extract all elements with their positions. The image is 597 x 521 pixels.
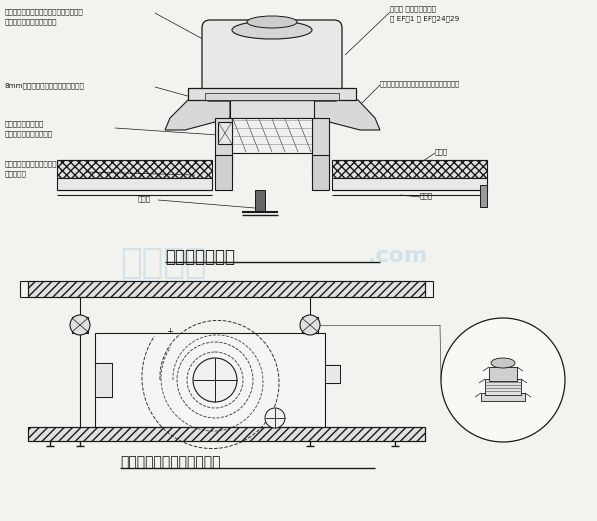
Bar (332, 160, 487, 178)
Bar (255, 190, 265, 212)
Text: 8mm氯丁橡胶垫片与风管与风机之间: 8mm氯丁橡胶垫片与风管与风机之间 (5, 82, 85, 89)
Text: 鑫淼制冷: 鑫淼制冷 (120, 246, 207, 280)
Circle shape (70, 315, 90, 335)
Bar (95, 333, 325, 427)
Circle shape (193, 358, 237, 402)
Text: 从 EF－1 到 EF－24～29: 从 EF－1 到 EF－24～29 (390, 15, 459, 21)
Text: 钢化架: 钢化架 (138, 195, 151, 202)
Circle shape (300, 315, 320, 335)
Ellipse shape (247, 16, 297, 28)
Text: 标温层: 标温层 (435, 148, 448, 155)
Bar (28, 281, 425, 297)
Text: 风管固定在混凝排的白条: 风管固定在混凝排的白条 (5, 130, 53, 137)
Text: 屋顶排风机详图: 屋顶排风机详图 (165, 248, 235, 266)
Bar (28, 281, 425, 297)
Bar (312, 118, 329, 173)
Bar (28, 427, 425, 441)
Bar (205, 93, 339, 100)
Text: 预制保温处理过滤器排，带防泳处理的木白条: 预制保温处理过滤器排，带防泳处理的木白条 (380, 80, 460, 86)
Text: 螺丝头底下装备了绝缘垫圈: 螺丝头底下装备了绝缘垫圈 (5, 18, 57, 24)
Bar (218, 122, 232, 144)
Text: 固定在屋顶: 固定在屋顶 (5, 170, 27, 177)
Text: 层面布: 层面布 (420, 192, 433, 199)
Bar (28, 427, 425, 441)
Text: 吊装风机及新风机安装详图: 吊装风机及新风机安装详图 (120, 455, 220, 469)
Bar (232, 118, 312, 153)
Text: 混凝板以螺丝，朝向或螺栓: 混凝板以螺丝，朝向或螺栓 (5, 160, 57, 167)
Text: 风管采用胶过滤器板: 风管采用胶过滤器板 (5, 120, 44, 127)
Text: +: + (167, 328, 174, 337)
Bar (302, 317, 318, 333)
Ellipse shape (491, 358, 515, 368)
Bar (57, 160, 212, 178)
Text: 风机以及放电缆的平头螺丝固定在混凝板: 风机以及放电缆的平头螺丝固定在混凝板 (5, 8, 84, 15)
Text: 排风机 一客层见明由表: 排风机 一客层见明由表 (390, 5, 436, 11)
Bar (332, 178, 487, 190)
Bar (480, 185, 487, 207)
Polygon shape (314, 100, 380, 130)
Circle shape (265, 408, 285, 428)
Bar (215, 155, 232, 190)
Bar (95, 363, 112, 397)
Bar (325, 365, 340, 383)
Text: .com: .com (368, 246, 428, 266)
Bar (57, 178, 212, 190)
Bar (489, 367, 517, 381)
Bar (215, 118, 232, 173)
Polygon shape (165, 100, 230, 130)
Bar (481, 393, 525, 401)
Bar (72, 317, 88, 333)
Bar (188, 88, 356, 100)
Bar (312, 155, 329, 190)
Bar (485, 379, 521, 395)
Circle shape (441, 318, 565, 442)
Bar (230, 100, 314, 118)
Ellipse shape (232, 21, 312, 39)
FancyBboxPatch shape (202, 20, 342, 101)
